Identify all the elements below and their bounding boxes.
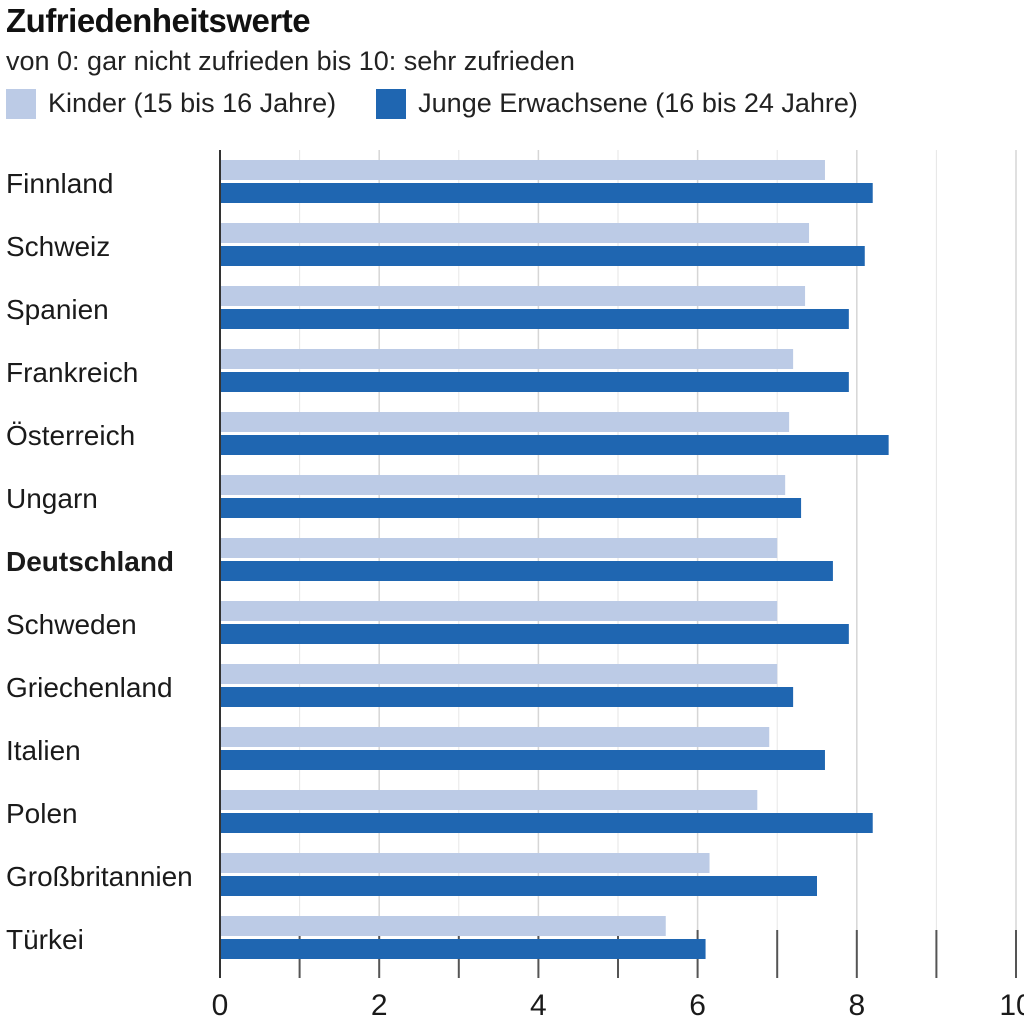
x-tick-label: 10 — [999, 989, 1024, 1022]
x-tick-label: 8 — [848, 989, 865, 1022]
legend-label-kinder: Kinder (15 bis 16 Jahre) — [48, 88, 337, 118]
bar-kinder — [220, 538, 778, 558]
bar-junge-erwachsene — [220, 372, 849, 392]
bar-junge-erwachsene — [220, 498, 802, 518]
bar-junge-erwachsene — [220, 624, 849, 644]
x-tick-label: 2 — [371, 989, 388, 1022]
bar-kinder — [220, 223, 810, 243]
bar-kinder — [220, 664, 778, 684]
bar-kinder — [220, 727, 770, 747]
bar-kinder — [220, 853, 710, 873]
bar-junge-erwachsene — [220, 246, 865, 266]
legend-label-junge-erwachsene: Junge Erwachsene (16 bis 24 Jahre) — [418, 88, 858, 118]
legend-item-junge-erwachsene: Junge Erwachsene (16 bis 24 Jahre) — [376, 88, 858, 119]
bar-kinder — [220, 916, 666, 936]
category-label: Ungarn — [6, 483, 98, 514]
category-label: Großbritannien — [6, 861, 193, 892]
category-label: Frankreich — [6, 357, 138, 388]
category-label: Türkei — [6, 924, 84, 955]
bar-kinder — [220, 412, 790, 432]
legend-swatch-junge-erwachsene — [376, 88, 407, 119]
bar-junge-erwachsene — [220, 813, 873, 833]
x-tick-label: 6 — [689, 989, 706, 1022]
category-label: Finnland — [6, 168, 113, 199]
category-label: Österreich — [6, 420, 135, 451]
category-label: Schweiz — [6, 231, 110, 262]
bar-kinder — [220, 160, 825, 180]
bar-junge-erwachsene — [220, 309, 849, 329]
chart-subtitle: von 0: gar nicht zufrieden bis 10: sehr … — [6, 46, 575, 76]
bar-junge-erwachsene — [220, 939, 706, 959]
bar-kinder — [220, 601, 778, 621]
bar-junge-erwachsene — [220, 876, 817, 896]
bar-junge-erwachsene — [220, 435, 889, 455]
category-label: Deutschland — [6, 546, 174, 577]
category-label: Griechenland — [6, 672, 173, 703]
bar-junge-erwachsene — [220, 687, 794, 707]
bar-kinder — [220, 790, 758, 810]
bar-kinder — [220, 286, 806, 306]
x-tick-label: 4 — [530, 989, 547, 1022]
chart-title: Zufriedenheitswerte — [6, 2, 311, 39]
legend-swatch-kinder — [6, 88, 36, 119]
bar-junge-erwachsene — [220, 561, 833, 581]
category-label: Polen — [6, 798, 78, 829]
category-label: Schweden — [6, 609, 137, 640]
category-label: Italien — [6, 735, 81, 766]
x-tick-label: 0 — [212, 989, 229, 1022]
chart-legend: Kinder (15 bis 16 Jahre) Junge Erwachsen… — [6, 88, 898, 119]
category-label: Spanien — [6, 294, 109, 325]
bar-kinder — [220, 349, 794, 369]
legend-item-kinder: Kinder (15 bis 16 Jahre) — [6, 88, 336, 119]
bar-kinder — [220, 475, 786, 495]
bar-junge-erwachsene — [220, 183, 873, 203]
bar-junge-erwachsene — [220, 750, 825, 770]
